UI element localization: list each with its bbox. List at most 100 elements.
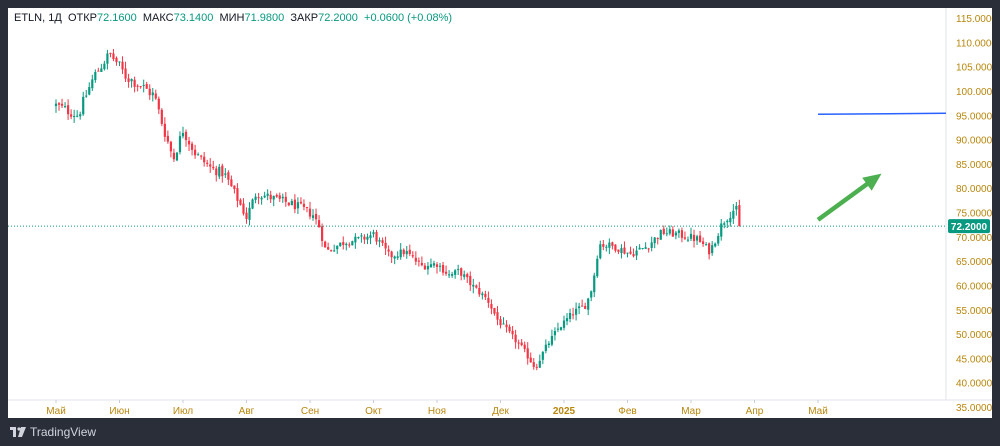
candle-body [574,308,578,315]
candle-body [372,232,375,235]
legend-close-value: 72.2000 [318,12,358,24]
candle-body [148,88,151,96]
candle-body [79,114,82,117]
y-tick-label: 35.0000 [956,403,992,414]
candle-body [487,297,490,303]
candle-body [215,168,218,176]
legend-change: +0.0600 (+0.08%) [364,12,453,24]
y-tick-label: 45.0000 [956,354,992,365]
candle-body [602,244,605,247]
candle-body [629,251,632,254]
candle-body [514,334,517,343]
candle-body [100,68,103,72]
candle-body [541,351,544,360]
candle-body [239,199,242,205]
candle-body [680,230,684,238]
candle-body [553,331,557,336]
candle-body [544,344,547,352]
candle-body [76,115,79,117]
candle-body [472,284,475,287]
candle-body [738,205,741,227]
candle-body [85,95,88,97]
up-arrow-drawing[interactable] [816,173,882,222]
y-tick-label: 110.0000 [956,38,992,49]
x-tick-label: Апр [746,406,764,417]
candle-body [659,229,662,240]
candle-body [139,86,142,88]
candle-body [278,195,281,199]
candle-body [656,238,659,240]
candle-body [414,257,417,262]
candle-body [423,265,427,270]
candle-body [209,164,212,167]
legend-close-label: ЗАКР [290,12,319,24]
horizontal-ray-line[interactable] [817,112,947,116]
candle-body [130,78,133,82]
candle-body [454,270,457,275]
candle-body [695,236,699,241]
candle-body [254,196,257,200]
candle-body [520,342,523,346]
candle-body [638,247,641,250]
candle-body [272,195,275,200]
candle-body [184,131,188,141]
candle-body [714,243,717,247]
candle-body [118,61,121,63]
candle-body [432,263,436,266]
candle-body [70,114,73,117]
candle-body [142,85,145,87]
candle-body [133,79,136,87]
candle-body [523,344,526,349]
candle-body [227,172,230,180]
candle-body [342,242,345,246]
candle-body [121,61,124,70]
candle-body [460,268,463,276]
candle-body [305,207,309,209]
candle-body [614,244,617,251]
candlestick-chart[interactable]: 115.0000 110.0000 105.0000 100.0000 95.0000 9… [8,8,992,418]
candle-body [236,188,239,201]
legend-high-value: 73.1400 [173,12,214,24]
candle-body [584,306,587,309]
candle-body [729,217,732,223]
candle-body [311,215,315,218]
legend-high-label: МАКС [142,12,174,24]
last-price-label: 72.2000 [951,222,988,233]
candle-body [66,105,70,115]
candle-body [502,323,505,325]
candle-body [263,195,266,198]
candle-body [266,193,269,196]
candle-body [203,156,206,163]
legend-open-value: 72.1600 [96,12,137,24]
candle-body [242,203,245,214]
candle-body [369,235,372,239]
candle-body [647,248,650,250]
tradingview-brand[interactable]: TradingView [30,425,97,439]
candle-body [320,226,324,241]
candle-body [357,237,360,239]
candle-body [290,201,293,206]
candle-body [151,92,154,96]
chart-panel[interactable]: 115.0000 110.0000 105.0000 100.0000 95.0000 9… [8,8,992,418]
candle-body [136,85,139,87]
candle-body [348,244,351,246]
legend-low-value: 71.9800 [244,12,285,24]
candle-body [314,213,318,220]
legend-symbol: ETLN, 1Д [14,12,62,24]
x-tick-label: Июн [109,406,129,417]
candle-body [568,313,572,319]
legend-open-label: ОТКР [67,12,97,24]
candle-body [327,247,330,250]
candle-body [617,249,620,252]
x-tick-label: Фев [618,406,636,417]
candle-body [435,264,439,267]
candle-body [233,185,236,190]
candle-body [499,319,502,326]
candle-body [511,330,514,335]
y-tick-label: 60.0000 [956,281,992,292]
candle-body [466,274,469,278]
tradingview-logo-icon[interactable] [10,427,26,437]
candle-body [88,87,91,95]
candle-body [644,247,647,249]
candle-body [463,274,466,277]
